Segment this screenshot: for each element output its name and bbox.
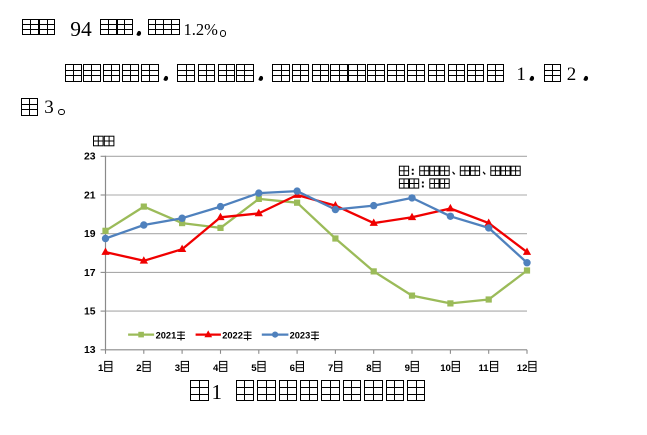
svg-text:3: 3 [175, 363, 180, 374]
svg-text:7: 7 [328, 363, 333, 374]
svg-text:19: 19 [84, 229, 96, 240]
svg-text:6: 6 [290, 363, 295, 374]
svg-text:4: 4 [213, 363, 219, 374]
svg-text:1: 1 [98, 363, 104, 374]
svg-text:2021: 2021 [156, 330, 177, 340]
svg-text:8: 8 [366, 363, 372, 374]
svg-text:23: 23 [84, 152, 96, 163]
svg-text:21: 21 [84, 190, 96, 201]
svg-text:13: 13 [84, 345, 96, 356]
svg-text:17: 17 [84, 268, 96, 279]
svg-text:12: 12 [517, 363, 528, 374]
svg-text:2: 2 [136, 363, 141, 374]
svg-text:2023: 2023 [290, 330, 311, 340]
svg-text:11: 11 [479, 363, 490, 374]
svg-text:15: 15 [84, 307, 96, 318]
svg-text:10: 10 [440, 363, 451, 374]
svg-text:2022: 2022 [222, 330, 243, 340]
svg-text:9: 9 [405, 363, 410, 374]
svg-text:5: 5 [251, 363, 257, 374]
